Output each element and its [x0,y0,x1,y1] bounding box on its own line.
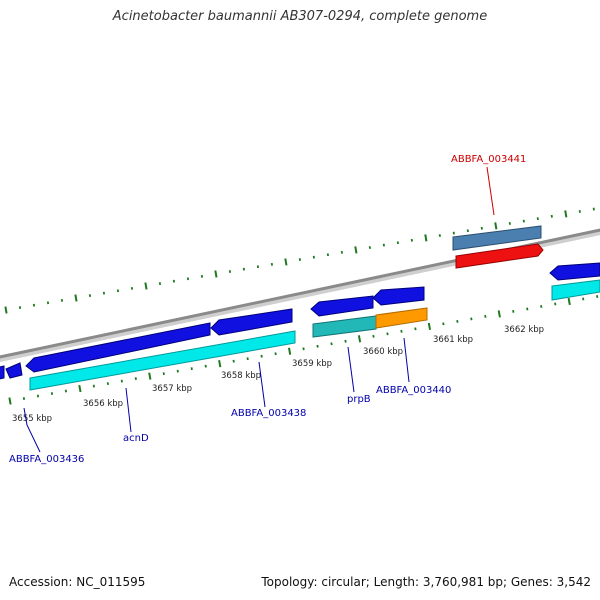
tick-label-3655: 3655 kbp [12,414,52,424]
cds-feature-blue-prpB[interactable] [310,295,374,317]
cds-feature-red[interactable] [455,243,544,269]
lower-row-major-tick [497,310,501,318]
cds-feature-blue-acnD[interactable] [25,322,211,373]
map-title: Acinetobacter baumannii AB307-0294, comp… [112,9,488,24]
tick-label-3656: 3656 kbp [83,399,123,409]
cds-feature-steelblue[interactable] [452,225,542,251]
gene-label-ABBFA_003441[interactable]: ABBFA_003441 [451,154,526,165]
cds-feature-blue-003440[interactable] [372,286,425,306]
tick-label-3659: 3659 kbp [292,359,332,369]
lower-row-major-tick [288,347,292,355]
gene-label-ABBFA_003438[interactable]: ABBFA_003438 [231,408,306,419]
gene-label-prpB[interactable]: prpB [347,394,371,405]
upper-row-major-tick [4,306,8,314]
accession-text: Accession: NC_011595 [9,575,146,589]
tick-label-3662: 3662 kbp [504,325,544,335]
lower-row-major-tick [78,384,82,393]
lower-row-major-tick [218,360,222,368]
upper-row-major-tick [354,246,358,254]
tick-label-3657: 3657 kbp [152,384,192,394]
cds-feature-blue-stub[interactable] [0,365,5,380]
cds-feature-blue-right[interactable] [549,262,600,281]
leader-ABBFA_003438 [258,361,266,408]
cds-feature-blue-small[interactable] [5,362,23,379]
gene-labels: ABBFA_003436 acnD ABBFA_003438 prpB ABBF… [9,154,526,465]
tick-label-3660: 3660 kbp [363,347,403,357]
upper-row-major-tick [564,210,568,218]
gene-label-ABBFA_003436[interactable]: ABBFA_003436 [9,454,84,465]
lower-row-major-tick [427,322,432,330]
scale-labels: 3655 kbp 3656 kbp 3657 kbp 3658 kbp 3659… [12,325,544,424]
leader-ABBFA_003440 [403,337,410,383]
lower-row-major-tick [8,397,12,405]
cds-feature-orange[interactable] [375,307,428,329]
leader-ABBFA_003441 [486,166,495,216]
cds-track-lower [29,279,600,391]
upper-row-major-tick [494,222,498,230]
lower-row-major-tick [357,335,362,343]
leader-ABBFA_003436 [23,407,41,453]
cds-feature-blue-003438[interactable] [210,308,293,336]
genome-summary-text: Topology: circular; Length: 3,760,981 bp… [261,575,591,589]
gene-label-ABBFA_003440[interactable]: ABBFA_003440 [376,385,451,396]
cds-feature-cyan-long[interactable] [29,330,296,391]
cds-track-upper [452,225,544,269]
lower-tick-row [8,295,599,405]
leader-acnD [125,387,132,433]
upper-row-major-tick [424,234,428,242]
upper-row-major-tick [214,270,218,278]
upper-tick-row [4,207,595,314]
tick-label-3661: 3661 kbp [433,335,473,345]
upper-row-major-tick [284,258,288,266]
upper-row-major-tick [144,282,148,290]
lower-row-major-tick [567,297,571,306]
gene-label-acnD[interactable]: acnD [123,433,149,444]
label-leader-lines [23,166,495,453]
upper-row-major-tick [74,294,78,302]
cds-feature-teal[interactable] [312,315,377,338]
lower-row-major-tick [148,372,152,380]
leader-prpB [347,346,355,393]
cds-track-middle [0,262,600,380]
tick-label-3658: 3658 kbp [221,371,261,381]
cds-feature-cyan-right[interactable] [551,279,600,301]
